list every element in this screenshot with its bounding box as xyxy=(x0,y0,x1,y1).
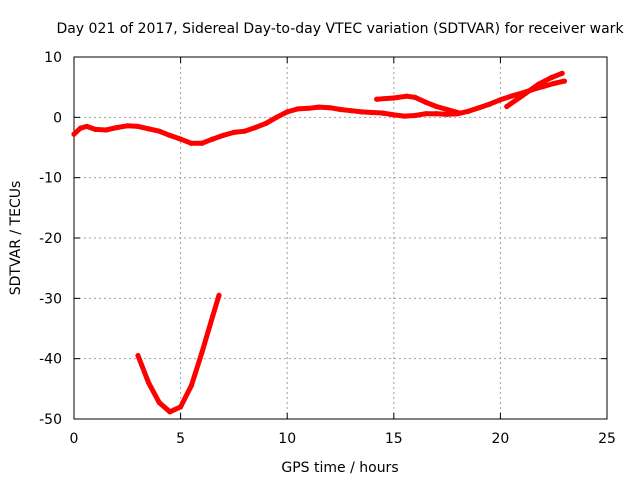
data-point xyxy=(135,353,141,359)
data-point xyxy=(444,111,450,117)
data-point xyxy=(167,409,173,415)
data-point xyxy=(561,78,568,84)
data-point xyxy=(380,110,386,116)
data-point xyxy=(114,125,120,131)
data-point xyxy=(359,109,365,115)
series-line xyxy=(135,292,222,415)
data-point xyxy=(423,99,429,105)
x-tick-label: 15 xyxy=(385,431,403,447)
data-point xyxy=(178,404,184,410)
x-tick-label: 25 xyxy=(598,431,616,447)
data-point xyxy=(391,112,397,118)
x-tick-label: 5 xyxy=(176,431,185,447)
data-point xyxy=(305,105,312,111)
data-point xyxy=(252,125,258,131)
data-point xyxy=(167,132,173,138)
data-point xyxy=(504,103,510,110)
data-point xyxy=(433,111,439,117)
y-tick-label: -50 xyxy=(39,412,62,428)
data-point xyxy=(188,383,194,389)
data-point xyxy=(77,125,83,131)
data-point xyxy=(124,123,130,129)
data-point xyxy=(188,140,194,146)
data-point xyxy=(455,109,461,116)
data-point xyxy=(316,104,322,110)
chart-title: Day 021 of 2017, Sidereal Day-to-day VTE… xyxy=(56,21,624,37)
x-tick-label: 20 xyxy=(491,431,509,447)
y-tick-label: -40 xyxy=(39,352,62,368)
data-point xyxy=(337,106,344,113)
data-point xyxy=(327,105,333,111)
x-tick-label: 10 xyxy=(278,431,296,447)
data-point xyxy=(263,120,269,126)
data-point xyxy=(519,93,525,99)
data-point xyxy=(295,106,301,112)
data-point xyxy=(412,94,418,100)
x-tick-label: 0 xyxy=(70,431,79,447)
data-point xyxy=(391,95,397,101)
data-point xyxy=(284,109,290,115)
y-axis-label: SDTVAR / TECUs xyxy=(8,181,24,296)
y-tick-label: -20 xyxy=(39,231,62,247)
y-tick-label: -30 xyxy=(39,291,62,307)
data-point xyxy=(231,129,237,135)
data-point xyxy=(156,400,162,406)
data-point xyxy=(178,136,184,142)
x-axis-label: GPS time / hours xyxy=(281,460,398,476)
y-tick-label: 0 xyxy=(53,110,62,126)
data-point xyxy=(508,93,514,99)
data-point xyxy=(84,123,90,129)
data-point xyxy=(156,128,162,134)
data-point xyxy=(273,114,280,120)
data-point xyxy=(551,80,557,87)
data-point xyxy=(210,313,216,319)
data-point xyxy=(199,140,205,146)
data-point xyxy=(423,111,429,117)
data-point xyxy=(135,123,141,129)
data-point xyxy=(412,112,418,119)
data-point xyxy=(369,109,376,116)
data-point xyxy=(199,350,205,356)
data-point xyxy=(476,105,482,111)
data-point xyxy=(559,70,565,76)
data-point xyxy=(374,96,380,102)
series-line xyxy=(71,78,567,146)
data-point xyxy=(404,93,410,99)
data-point xyxy=(549,74,555,81)
data-point xyxy=(242,128,248,134)
data-point xyxy=(216,292,222,298)
data-point xyxy=(146,126,152,132)
data-point xyxy=(103,127,109,133)
data-point xyxy=(92,126,98,132)
data-point xyxy=(146,380,152,386)
data-point xyxy=(433,103,439,110)
data-point xyxy=(210,136,216,142)
axis-ticks: 0 5 10 15 20 25 -50 -40 -30 -20 -10 0 10 xyxy=(39,50,616,447)
y-tick-label: 10 xyxy=(44,50,62,66)
data-point xyxy=(444,106,450,113)
data-point xyxy=(401,113,408,119)
data-point xyxy=(497,97,503,103)
data-point xyxy=(465,108,471,114)
data-point xyxy=(348,108,354,114)
series-sdtvar xyxy=(71,70,568,415)
y-tick-label: -10 xyxy=(39,171,62,187)
data-point xyxy=(536,81,542,87)
data-point xyxy=(487,101,493,107)
data-point xyxy=(71,131,77,137)
data-point xyxy=(220,132,226,138)
